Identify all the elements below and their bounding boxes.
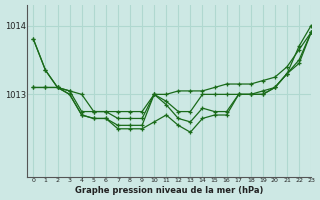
X-axis label: Graphe pression niveau de la mer (hPa): Graphe pression niveau de la mer (hPa) (75, 186, 263, 195)
